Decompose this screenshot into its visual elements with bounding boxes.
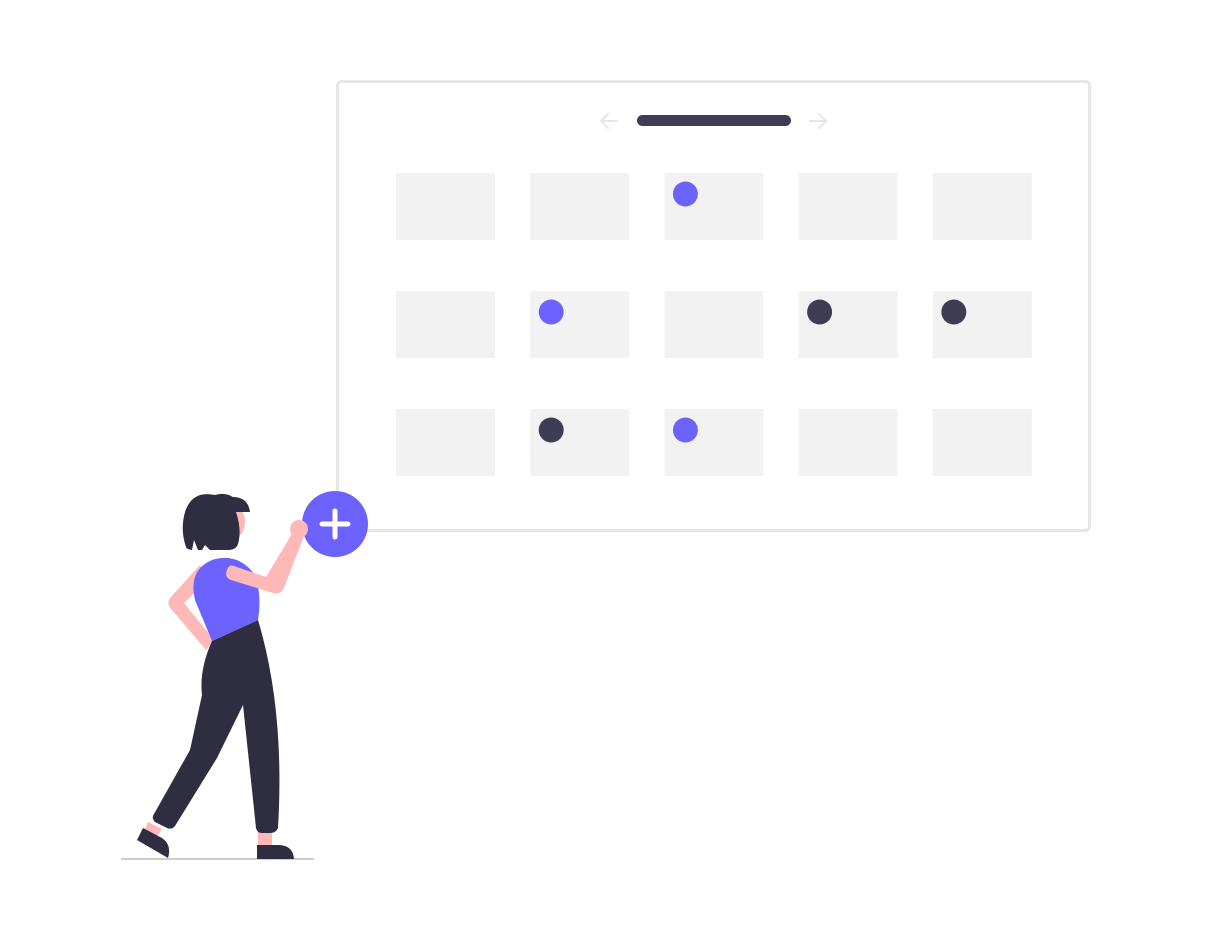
event-marker[interactable] — [672, 181, 698, 207]
calendar-day-cell[interactable] — [932, 409, 1032, 476]
event-marker[interactable] — [538, 299, 564, 325]
calendar-day-cell[interactable] — [530, 173, 630, 240]
calendar-day-cell[interactable] — [664, 173, 764, 240]
calendar-day-cell[interactable] — [798, 409, 898, 476]
arrow-left-icon[interactable] — [599, 113, 618, 129]
event-marker[interactable] — [672, 417, 698, 443]
calendar-day-cell[interactable] — [664, 409, 764, 476]
right-shoe — [257, 845, 294, 859]
calendar-day-cell[interactable] — [530, 291, 630, 358]
add-event-button[interactable] — [302, 491, 368, 557]
left-shoe — [137, 828, 170, 858]
calendar-day-cell[interactable] — [530, 409, 630, 476]
hair — [182, 493, 250, 550]
calendar-day-cell[interactable] — [932, 291, 1032, 358]
right-arm — [226, 532, 304, 594]
month-title-bar — [637, 115, 791, 126]
left-arm — [168, 565, 214, 650]
calendar-day-cell[interactable] — [396, 173, 495, 240]
calendar-grid — [396, 173, 1032, 476]
calendar-day-cell[interactable] — [798, 291, 898, 358]
person — [121, 493, 314, 860]
event-marker[interactable] — [807, 299, 833, 325]
calendar-day-cell[interactable] — [664, 291, 764, 358]
arrow-right-icon[interactable] — [809, 113, 828, 129]
calendar-day-cell[interactable] — [798, 173, 898, 240]
plus-icon — [319, 508, 351, 540]
event-marker[interactable] — [538, 417, 564, 443]
pants — [152, 620, 280, 833]
calendar-day-cell[interactable] — [932, 173, 1032, 240]
hand — [290, 520, 308, 538]
event-marker[interactable] — [941, 299, 967, 325]
calendar-day-cell[interactable] — [396, 291, 495, 358]
calendar-day-cell[interactable] — [396, 409, 495, 476]
